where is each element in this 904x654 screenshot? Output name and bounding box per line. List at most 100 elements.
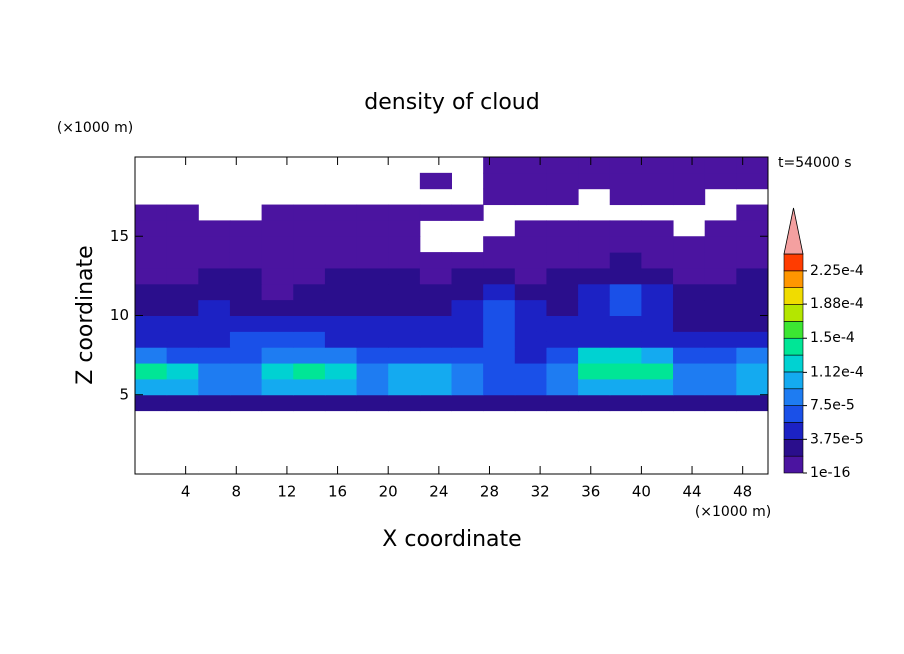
contour-cell: [166, 315, 199, 332]
contour-cell: [229, 347, 263, 364]
contour-cell: [514, 378, 547, 396]
x-tick-label: 8: [232, 483, 242, 501]
contour-cell: [356, 363, 389, 380]
contour-cell: [293, 315, 326, 332]
contour-cell: [641, 378, 674, 396]
contour-cell: [704, 299, 737, 316]
contour-cell: [229, 220, 263, 237]
contour-cell: [546, 157, 579, 174]
contour-cell: [356, 315, 389, 332]
contour-cell: [704, 283, 737, 301]
contour-cell: [388, 267, 421, 285]
contour-cell: [324, 394, 358, 412]
colorbar-band: [783, 270, 804, 288]
contour-cell: [388, 204, 421, 221]
contour-cell: [293, 267, 326, 285]
contour-cell: [578, 220, 611, 237]
contour-cell: [324, 378, 358, 396]
contour-cell: [483, 252, 516, 269]
contour-cell: [293, 331, 326, 348]
contour-cell: [419, 394, 452, 412]
contour-cell: [641, 299, 674, 316]
colorbar-band: [783, 354, 804, 373]
x-tick-label: 40: [632, 483, 651, 501]
contour-cell: [673, 157, 706, 174]
contour-cell: [736, 157, 768, 174]
contour-cell: [198, 252, 231, 269]
contour-cell: [419, 283, 452, 301]
contour-cell: [419, 299, 452, 316]
contour-cell: [609, 220, 642, 237]
contour-cell: [198, 315, 231, 332]
contour-cell: [419, 267, 452, 285]
contour-cell: [229, 363, 263, 380]
contour-cell: [578, 299, 611, 316]
contour-cell: [546, 315, 579, 332]
contour-cell: [704, 236, 737, 253]
contour-cell: [578, 283, 611, 301]
contour-cell: [356, 220, 389, 237]
contour-cell: [293, 378, 326, 396]
y-axis-label: Z coordinate: [73, 245, 98, 384]
contour-cell: [356, 378, 389, 396]
contour-cell: [483, 347, 516, 364]
contour-cell: [229, 283, 263, 301]
contour-cell: [736, 331, 768, 348]
contour-cell: [198, 394, 231, 412]
contour-cell: [324, 363, 358, 380]
contour-cell: [546, 299, 579, 316]
contour-cell: [198, 283, 231, 301]
contour-cell: [166, 331, 199, 348]
contour-cell: [198, 267, 231, 285]
contour-cell: [451, 299, 484, 316]
contour-cell: [578, 172, 611, 190]
contour-cell: [229, 315, 263, 332]
colorbar-band: [783, 405, 804, 423]
contour-cell: [166, 236, 199, 253]
contour-cell: [546, 331, 579, 348]
contour-cell: [261, 252, 294, 269]
contour-cell: [641, 394, 674, 412]
contour-cell: [609, 363, 642, 380]
colorbar-tick-label: 1e-16: [810, 465, 850, 481]
contour-cell: [198, 363, 231, 380]
contour-cell: [451, 378, 484, 396]
contour-cell: [356, 204, 389, 221]
contour-cell: [641, 157, 674, 174]
contour-cell: [483, 188, 516, 206]
contour-cell: [609, 299, 642, 316]
contour-cell: [388, 299, 421, 316]
x-tick-label: 4: [181, 483, 191, 501]
x-unit: (×1000 m): [695, 504, 771, 520]
contour-cell: [166, 363, 199, 380]
contour-cell: [704, 315, 737, 332]
contour-cell: [546, 220, 579, 237]
contour-cell: [514, 267, 547, 285]
contour-cell: [166, 267, 199, 285]
contour-cell: [293, 363, 326, 380]
contour-cell: [736, 315, 768, 332]
contour-cell: [609, 378, 642, 396]
contour-cell: [578, 252, 611, 269]
contour-cell: [609, 394, 642, 412]
contour-cell: [673, 394, 706, 412]
contour-cell: [641, 252, 674, 269]
contour-cell: [514, 363, 547, 380]
contour-cell: [641, 172, 674, 190]
contour-cell: [578, 267, 611, 285]
contour-cell: [293, 252, 326, 269]
contour-cell: [451, 331, 484, 348]
contour-cell: [514, 394, 547, 412]
contour-cell: [546, 188, 579, 206]
contour-cell: [609, 188, 642, 206]
contour-cell: [324, 331, 358, 348]
contour-cell: [609, 347, 642, 364]
contour-cell: [166, 299, 199, 316]
contour-cell: [451, 267, 484, 285]
contour-cell: [704, 157, 737, 174]
x-tick-label: 20: [379, 483, 398, 501]
contour-cell: [229, 299, 263, 316]
contour-cell: [704, 347, 737, 364]
contour-cell: [641, 220, 674, 237]
